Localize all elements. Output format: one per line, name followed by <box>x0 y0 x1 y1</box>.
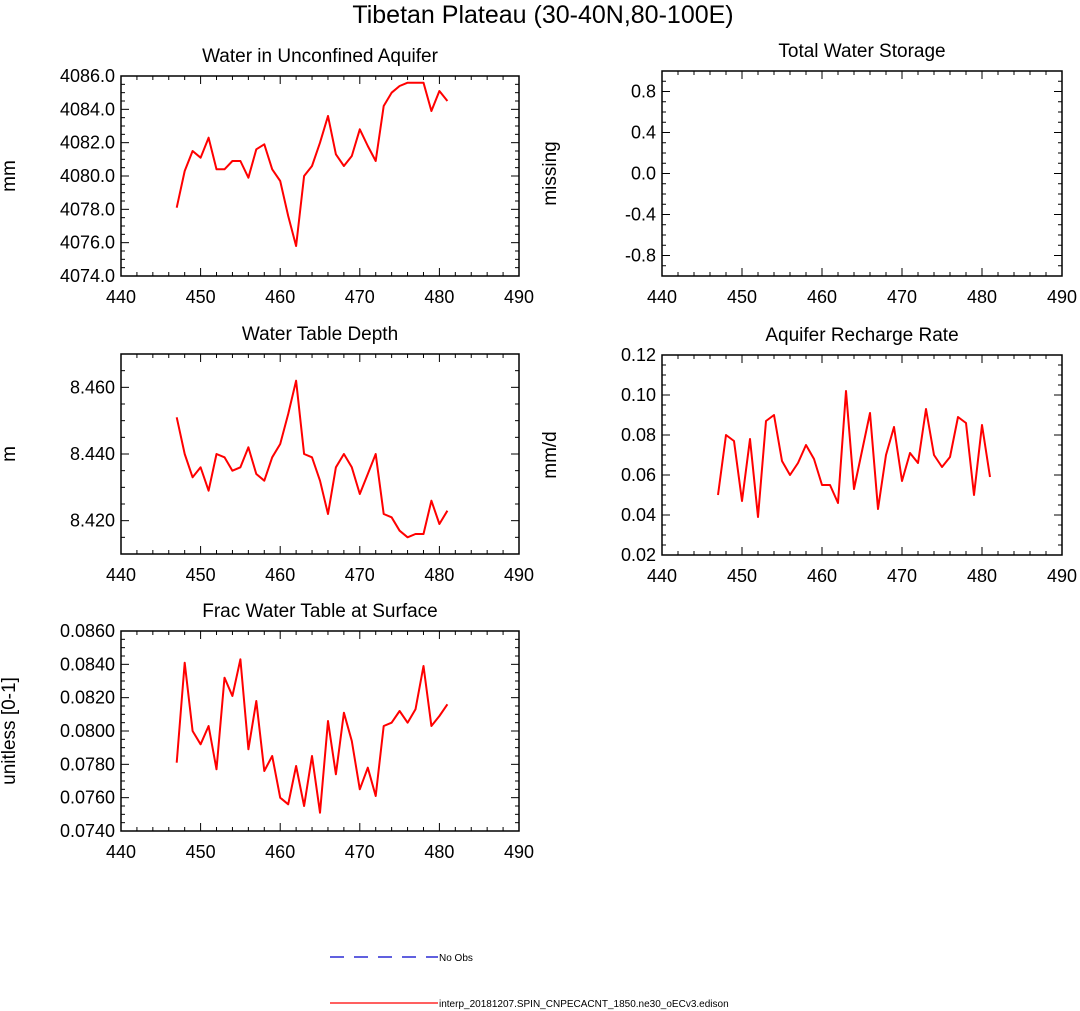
panel-title: Total Water Storage <box>778 41 945 62</box>
y-tick-label: 0.0820 <box>60 688 115 708</box>
chart-frac-water-table-surface: Frac Water Table at Surface unitless [0-1… <box>0 601 534 862</box>
x-tick-label: 480 <box>967 287 997 307</box>
y-tick-label: 0.02 <box>621 545 656 565</box>
legend-item: interp_20181207.SPIN_CNPECACNT_1850.ne30… <box>330 999 729 1010</box>
x-tick-label: 470 <box>345 287 375 307</box>
y-tick-label: -0.4 <box>625 205 656 225</box>
y-tick-label: 8.460 <box>70 377 115 397</box>
x-tick-label: 490 <box>504 842 534 862</box>
y-tick-label: 4076.0 <box>60 233 115 253</box>
panel-title: Water Table Depth <box>242 324 398 345</box>
x-tick-label: 470 <box>345 565 375 585</box>
y-tick-label: 4084.0 <box>60 99 115 119</box>
series-line <box>175 658 449 814</box>
plot-frame <box>120 630 520 832</box>
x-tick-label: 490 <box>1047 566 1077 586</box>
y-tick-label: 8.420 <box>70 511 115 531</box>
y-tick-label: 0.8 <box>631 82 656 102</box>
main-title: Tibetan Plateau (30-40N,80-100E) <box>352 1 733 29</box>
y-tick-label: 0.0 <box>631 164 656 184</box>
x-tick-label: 440 <box>106 842 136 862</box>
y-tick-label: 0.08 <box>621 425 656 445</box>
chart-water-table-depth: Water Table Depth m 440 450 460 470 480 490 8.42… <box>0 324 534 585</box>
x-tick-label: 460 <box>807 287 837 307</box>
y-tick-label: 0.10 <box>621 385 656 405</box>
x-tick-label: 490 <box>504 565 534 585</box>
y-tick-label: 0.0800 <box>60 721 115 741</box>
x-tick-label: 460 <box>807 566 837 586</box>
x-tick-label: 480 <box>424 842 454 862</box>
chart-aquifer-recharge-rate: Aquifer Recharge Rate mm/d 440 450 460 470 480… <box>540 325 1077 586</box>
y-tick-label: -0.8 <box>625 246 656 266</box>
y-tick-label: 4080.0 <box>60 166 115 186</box>
chart-water-unconfined-aquifer: Water in Unconfined Aquifer mm 440 450 460 47… <box>0 46 534 307</box>
plot-frame <box>120 75 520 277</box>
y-tick-label: 0.12 <box>621 345 656 365</box>
y-tick-label: 0.0840 <box>60 654 115 674</box>
x-tick-label: 450 <box>186 287 216 307</box>
x-tick-label: 440 <box>106 287 136 307</box>
x-tick-label: 440 <box>647 566 677 586</box>
panel-title: Frac Water Table at Surface <box>202 601 438 622</box>
y-tick-label: 4082.0 <box>60 133 115 153</box>
y-tick-label: 4078.0 <box>60 199 115 219</box>
y-axis-label: unitless [0-1] <box>0 677 20 785</box>
y-tick-label: 0.04 <box>621 505 656 525</box>
y-axis-label: mm/d <box>540 431 561 479</box>
y-tick-label: 0.0760 <box>60 788 115 808</box>
y-axis-label: missing <box>540 141 561 205</box>
y-axis-label: m <box>0 446 20 462</box>
y-tick-label: 4074.0 <box>60 266 115 286</box>
series-line <box>175 379 449 539</box>
panel-title: Aquifer Recharge Rate <box>765 325 958 346</box>
series-line <box>717 390 991 518</box>
plot-frame <box>661 70 1063 277</box>
y-tick-label: 0.0780 <box>60 754 115 774</box>
x-tick-label: 440 <box>106 565 136 585</box>
panel-title: Water in Unconfined Aquifer <box>202 46 439 67</box>
y-tick-label: 0.4 <box>631 123 656 143</box>
y-tick-label: 8.440 <box>70 444 115 464</box>
x-tick-label: 480 <box>424 565 454 585</box>
legend-item: No Obs <box>330 953 473 964</box>
y-tick-label: 0.0740 <box>60 821 115 841</box>
y-tick-label: 0.0860 <box>60 621 115 641</box>
legend: No Obs interp_20181207.SPIN_CNPECACNT_185… <box>330 953 729 1010</box>
x-tick-label: 460 <box>265 842 295 862</box>
y-axis-label: mm <box>0 160 20 192</box>
y-tick-label: 0.06 <box>621 465 656 485</box>
x-tick-label: 470 <box>887 566 917 586</box>
x-tick-label: 450 <box>186 565 216 585</box>
y-tick-label: 4086.0 <box>60 66 115 86</box>
plot-frame <box>120 353 520 555</box>
x-tick-label: 470 <box>887 287 917 307</box>
x-tick-label: 480 <box>424 287 454 307</box>
chart-panels: Water in Unconfined Aquifer mm 440 450 460 47… <box>0 41 1077 862</box>
x-tick-label: 440 <box>647 287 677 307</box>
x-tick-label: 470 <box>345 842 375 862</box>
x-tick-label: 460 <box>265 565 295 585</box>
x-tick-label: 490 <box>1047 287 1077 307</box>
x-tick-label: 450 <box>186 842 216 862</box>
x-tick-label: 480 <box>967 566 997 586</box>
x-tick-label: 450 <box>727 566 757 586</box>
x-tick-label: 460 <box>265 287 295 307</box>
legend-label: No Obs <box>439 953 473 964</box>
x-tick-label: 450 <box>727 287 757 307</box>
series-line <box>175 81 449 247</box>
x-tick-label: 490 <box>504 287 534 307</box>
chart-total-water-storage: Total Water Storage missing 440 450 460 470 48… <box>540 41 1077 307</box>
legend-label: interp_20181207.SPIN_CNPECACNT_1850.ne30… <box>439 999 729 1010</box>
